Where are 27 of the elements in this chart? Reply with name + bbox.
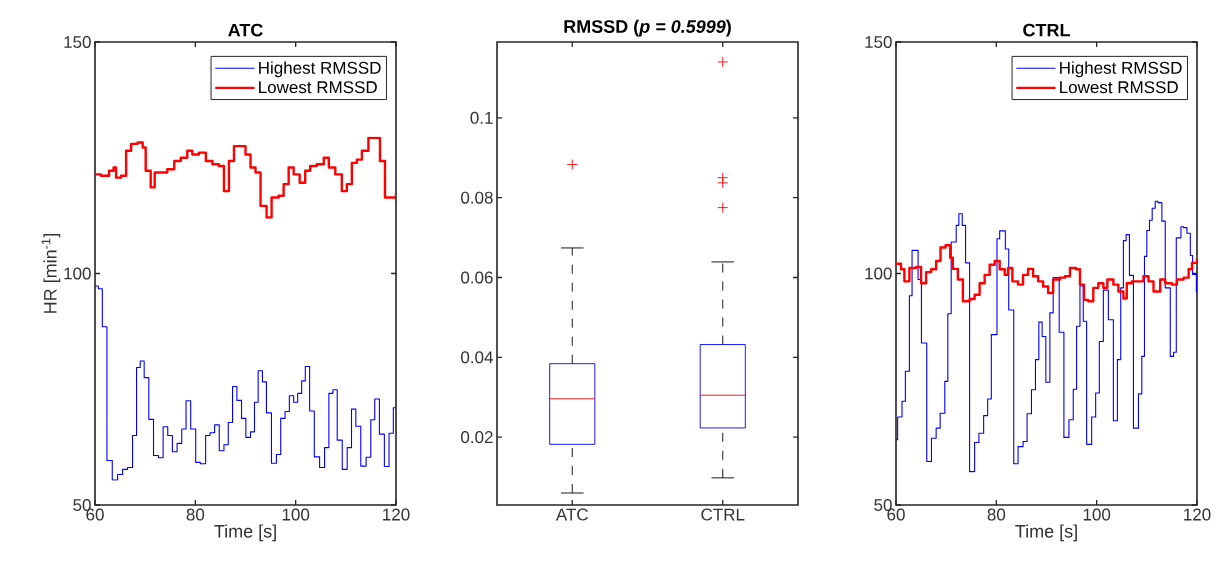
x-tick-label: 80 [987,508,1006,521]
y-tick-label: 0.08 [461,191,493,204]
y-tick-label: 0.02 [461,431,493,444]
x-axis-title: Time [s] [214,524,276,542]
x-tick-label: 120 [383,508,410,521]
x-tick-label: CTRL [701,508,745,521]
chart-title: ATC [228,23,263,37]
chart-title: RMSSD (p = 0.5999) [564,19,731,37]
x-tick-label: 80 [186,508,205,521]
legend-label: Lowest RMSSD [1060,81,1178,94]
x-tick-label: 100 [1083,508,1111,521]
x-tick-label: 100 [282,508,310,521]
y-axis-title: HR [min$^{-1}$] [41,233,61,313]
legend-label: Highest RMSSD [1060,61,1182,78]
y-tick-label: 0.04 [461,351,493,364]
x-axis-title: Time [s] [1015,524,1077,542]
legend-label: Lowest RMSSD [259,81,377,94]
y-tick-label: 0.1 [470,111,493,124]
y-tick-label: 100 [64,267,91,280]
y-tick-label: 100 [865,267,892,280]
y-tick-label: 150 [64,35,91,49]
chart-title: CTRL [1023,23,1070,37]
y-tick-label: 150 [865,35,892,49]
x-tick-label: 120 [1184,508,1211,521]
x-tick-label: ATC [555,508,588,521]
y-tick-label: 0.06 [461,271,493,284]
legend-label: Highest RMSSD [259,61,381,78]
